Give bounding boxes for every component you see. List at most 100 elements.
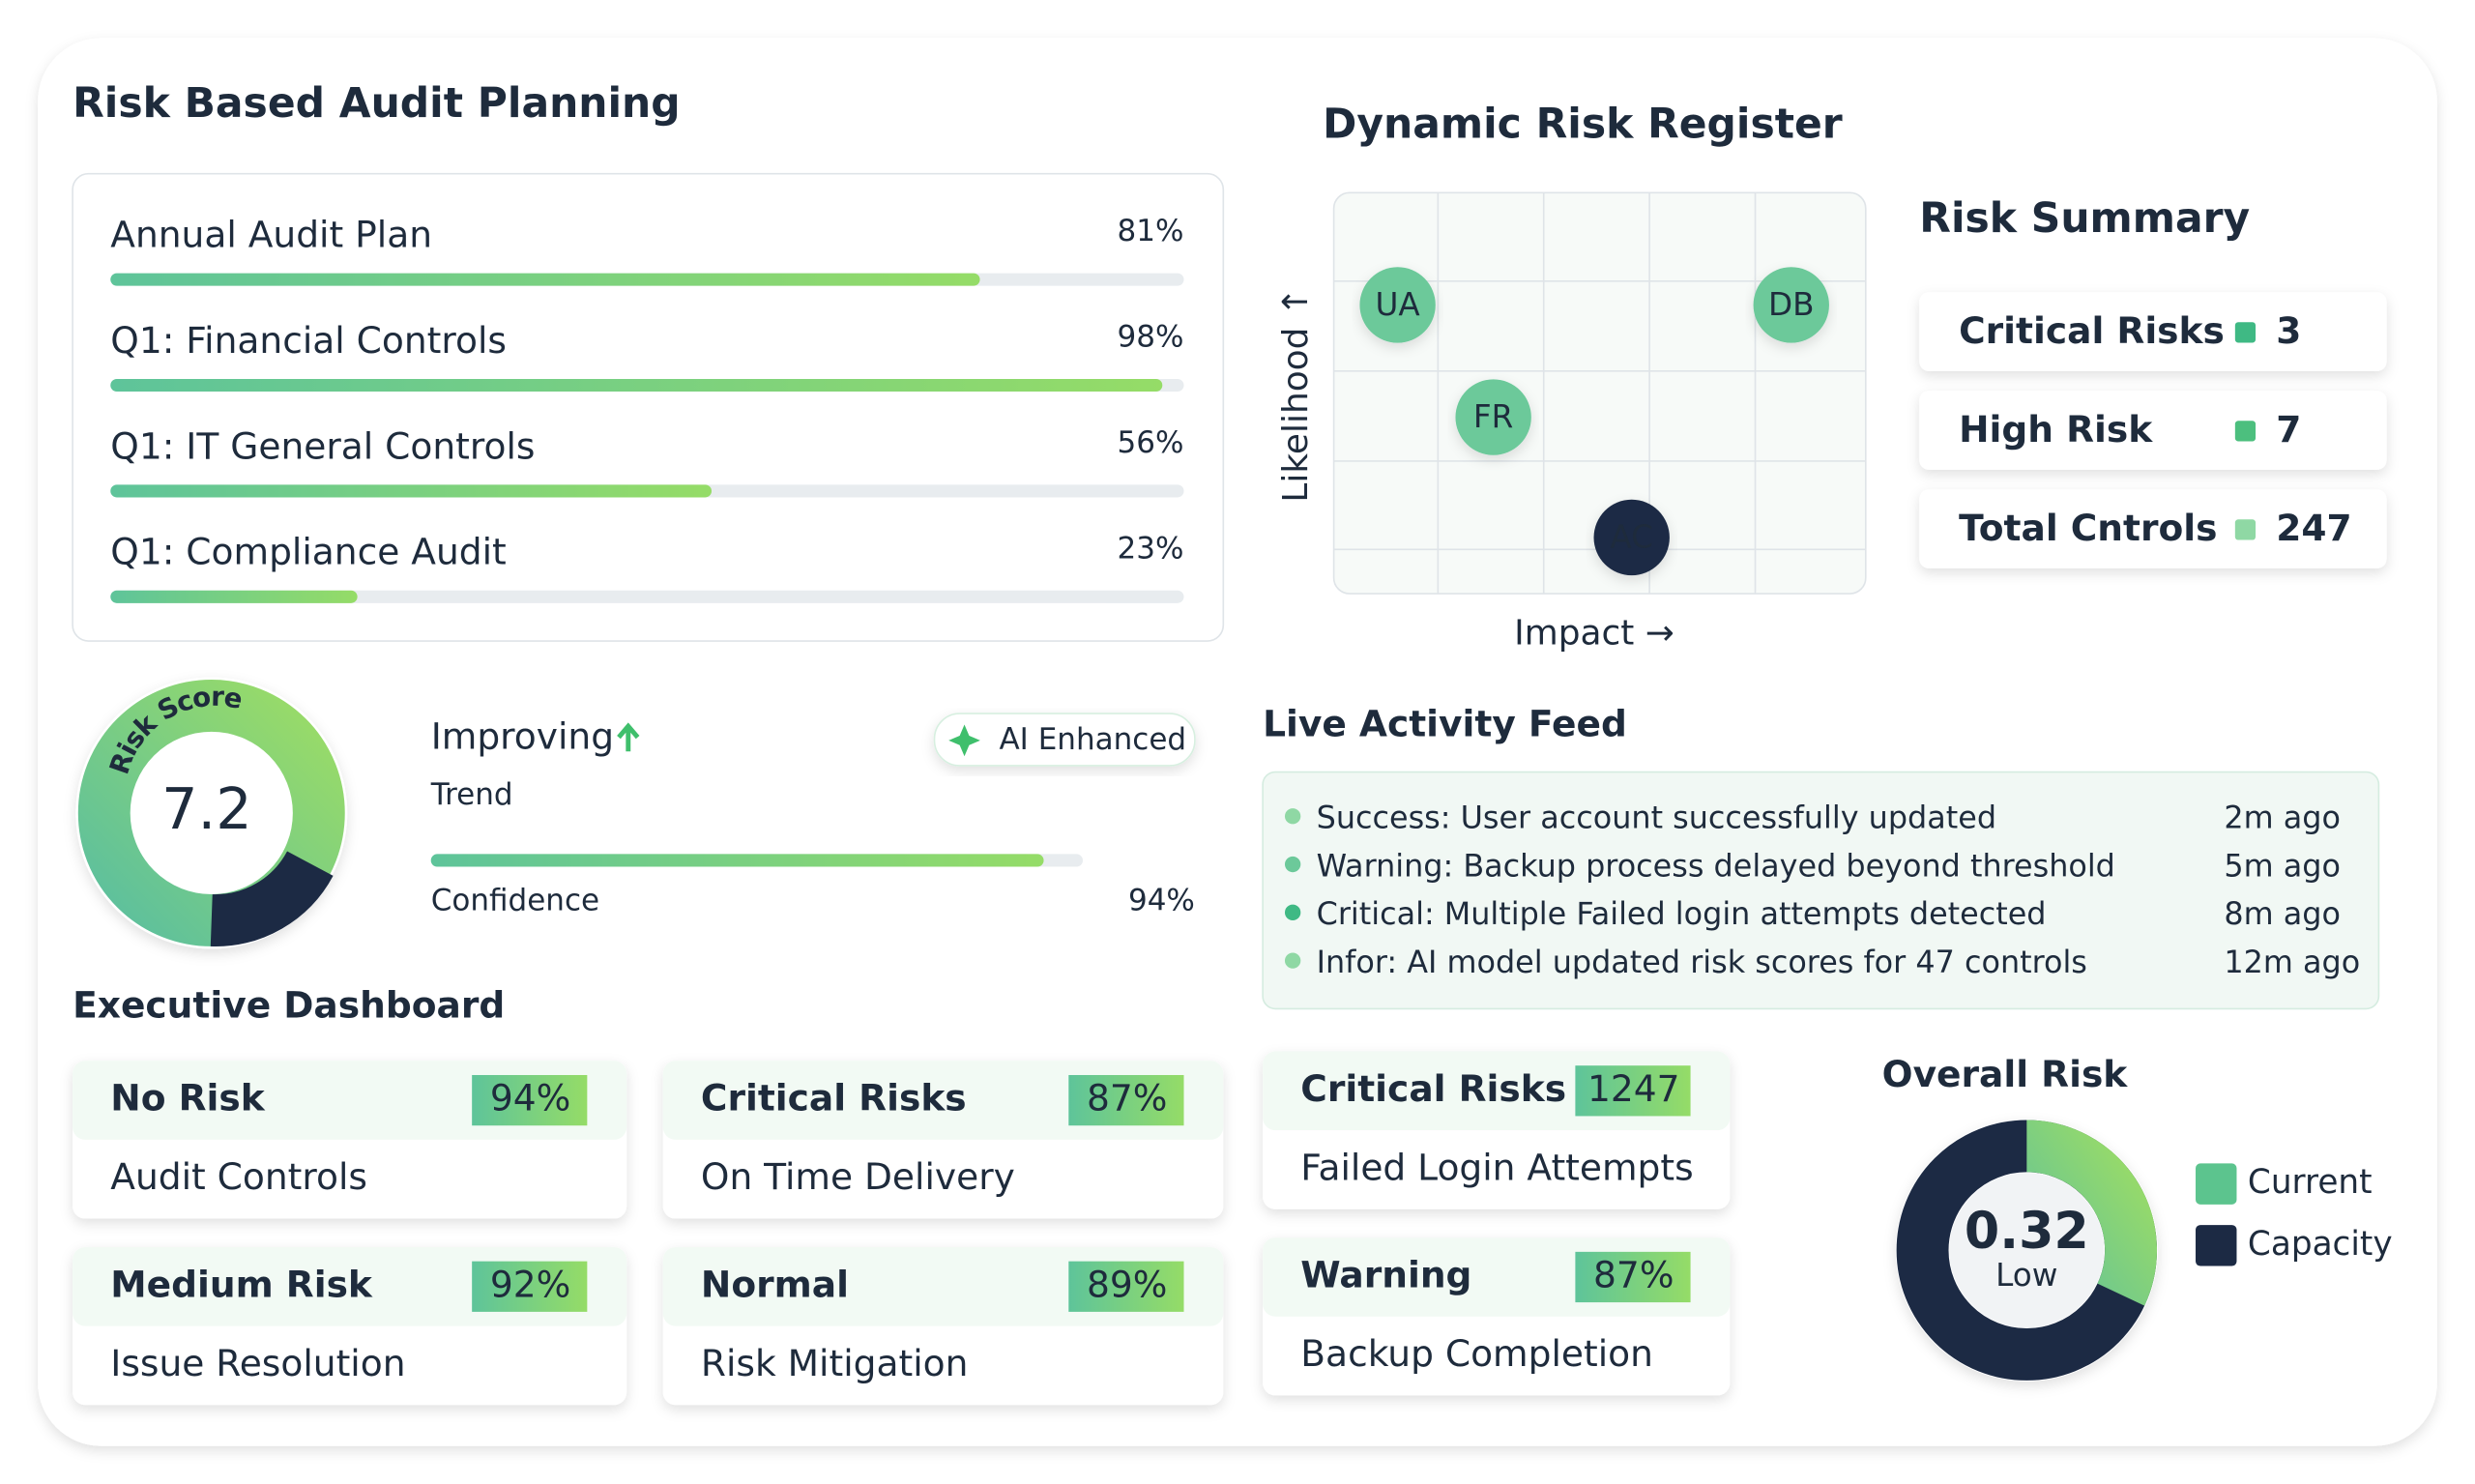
card-badge [1575, 1251, 1691, 1303]
card-title: Critical Risks [701, 1077, 967, 1120]
summary-swatch [2234, 519, 2257, 540]
card-badge-text: 92% [490, 1263, 570, 1305]
card-subtitle: Issue Resolution [110, 1342, 405, 1384]
section-title: Risk Summary [1919, 195, 2250, 243]
section-title: Risk Based Audit Planning [73, 80, 681, 128]
card-badge [472, 1074, 588, 1126]
card-title: Critical Risks [1300, 1067, 1566, 1110]
feed-text: Success: User account successfully updat… [1317, 800, 1996, 836]
badge-text: AI Enhanced [999, 722, 1186, 757]
item-value: 81% [1118, 214, 1184, 248]
item-value: 98% [1118, 320, 1184, 355]
summary-swatch [2234, 421, 2257, 442]
progress-bar [110, 273, 980, 286]
card-badge-text: 89% [1087, 1263, 1167, 1305]
sparkle [948, 724, 980, 757]
donut-current [2025, 1120, 2157, 1306]
trend: Improving [431, 715, 614, 758]
donut-caption: Low [1995, 1257, 2057, 1294]
matrix [1332, 191, 1867, 595]
feed-dot [1284, 808, 1301, 825]
trend-arrow [617, 722, 640, 752]
point-label: DB [1768, 286, 1815, 323]
card-badge [1068, 1261, 1184, 1312]
legend-label: Capacity [2248, 1225, 2393, 1264]
card-subtitle: Failed Login Attempts [1300, 1146, 1693, 1188]
confidence-value: 94% [1128, 883, 1195, 917]
axis-label: Likelihood ↑ [1276, 287, 1316, 503]
item-value: 23% [1118, 531, 1184, 566]
risk-point [1753, 267, 1829, 343]
item-label: Q1: Financial Controls [110, 319, 507, 362]
section-title: Live Activity Feed [1263, 703, 1627, 745]
summary-label: Total Cntrols [1959, 507, 2217, 549]
confidence-caption: Confidence [431, 883, 599, 917]
summary-card [1919, 489, 2387, 568]
risk-point [1593, 499, 1670, 576]
summary-value: 7 [2276, 408, 2301, 451]
donut-value: 0.32 [1965, 1203, 2089, 1261]
axis-label: Impact → [1514, 613, 1674, 653]
point-label: AC [1610, 519, 1653, 556]
section-title: Executive Dashboard [73, 983, 505, 1026]
feed-box [1262, 771, 2380, 1010]
badge [933, 713, 1196, 767]
feed-time: 12m ago [2224, 944, 2360, 980]
trend-caption: Trend [430, 777, 513, 812]
card-title: Warning [1300, 1253, 1471, 1295]
donut-center [1949, 1173, 2105, 1328]
card-subtitle: Audit Controls [110, 1155, 367, 1198]
summary-value: 247 [2276, 507, 2351, 549]
progress-bar [430, 854, 1044, 867]
card-subtitle: Risk Mitigation [701, 1342, 969, 1384]
card [72, 172, 1225, 642]
card-title: No Risk [110, 1077, 265, 1120]
summary-swatch [2234, 322, 2257, 343]
section-title: Dynamic Risk Register [1323, 101, 1843, 148]
summary-card [1919, 292, 2387, 371]
summary-label: High Risk [1959, 408, 2153, 451]
card-badge [1575, 1065, 1691, 1117]
item-value: 56% [1118, 425, 1184, 460]
item-label: Q1: IT General Controls [110, 424, 535, 467]
card-subtitle: Backup Completion [1300, 1332, 1653, 1375]
feed-text: Warning: Backup process delayed beyond t… [1317, 847, 2115, 884]
risk-point [1455, 379, 1531, 455]
progress-bar [110, 590, 358, 603]
feed-time: 5m ago [2224, 847, 2341, 884]
feed-text: Infor: AI model updated risk scores for … [1317, 944, 2087, 980]
feed-dot [1284, 856, 1301, 873]
summary-label: Critical Risks [1959, 309, 2225, 352]
card-title: Medium Risk [110, 1263, 373, 1305]
summary-card [1919, 391, 2387, 470]
progress-track [110, 590, 1184, 603]
section-title: Overall Risk [1882, 1053, 2129, 1095]
point-label: UA [1375, 286, 1420, 323]
legend-swatch [2196, 1163, 2237, 1205]
risk-point [1359, 267, 1436, 343]
summary-value: 3 [2276, 309, 2301, 352]
legend-swatch [2196, 1225, 2237, 1266]
card-badge [1068, 1074, 1184, 1126]
progress-bar [110, 378, 1163, 393]
legend-label: Current [2248, 1163, 2373, 1202]
feed-dot [1284, 952, 1301, 969]
card-badge-text: 94% [490, 1077, 570, 1120]
card-badge-text: 87% [1593, 1253, 1674, 1295]
score: 7.2 [161, 775, 251, 842]
item-label: Annual Audit Plan [110, 214, 432, 256]
item-label: Q1: Compliance Audit [110, 531, 506, 573]
card-badge-text: 87% [1087, 1077, 1167, 1120]
feed-time: 8m ago [2224, 895, 2341, 932]
feed-text: Critical: Multiple Failed login attempts… [1317, 895, 2047, 932]
ring-segment [210, 850, 334, 946]
content: Risk Based Audit Planning Annual Audit Pl… [72, 80, 2393, 1406]
feed-dot [1284, 904, 1301, 920]
card-title: Normal [701, 1263, 849, 1305]
card-subtitle: On Time Delivery [701, 1155, 1015, 1198]
point-label: FR [1473, 398, 1513, 435]
progress-bar [110, 484, 713, 498]
feed-time: 2m ago [2224, 800, 2341, 836]
card-badge [472, 1261, 588, 1312]
